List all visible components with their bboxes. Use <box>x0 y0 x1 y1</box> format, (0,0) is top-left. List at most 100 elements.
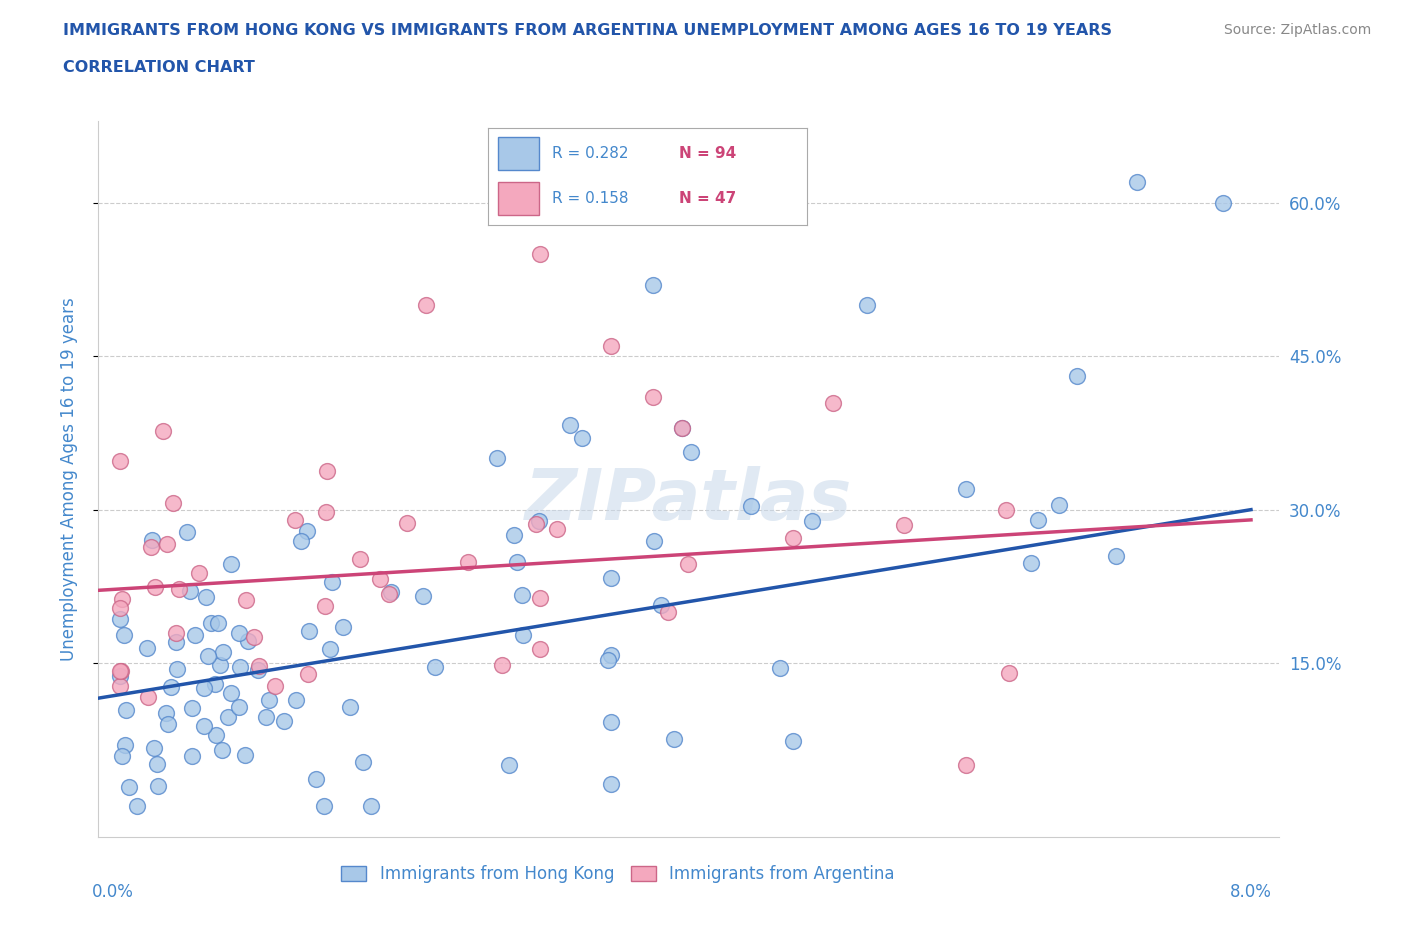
Point <box>599 648 621 663</box>
Legend: Immigrants from Hong Kong, Immigrants from Argentina: Immigrants from Hong Kong, Immigrants fr… <box>335 858 901 889</box>
Point <box>512 628 534 643</box>
Point <box>108 454 131 469</box>
Point <box>135 641 157 656</box>
Point <box>529 591 551 605</box>
Point <box>1126 175 1149 190</box>
Point <box>321 575 343 590</box>
Point <box>159 680 181 695</box>
Point <box>368 571 391 586</box>
Point <box>349 551 371 566</box>
Point <box>643 534 665 549</box>
Point <box>1026 512 1049 527</box>
Point <box>994 503 1017 518</box>
Point <box>246 663 269 678</box>
Point <box>195 590 218 604</box>
Point <box>148 778 170 793</box>
Point <box>142 740 165 755</box>
Text: 8.0%: 8.0% <box>1230 884 1272 901</box>
Point <box>183 627 205 642</box>
Point <box>664 732 686 747</box>
Point <box>200 616 222 631</box>
Text: 0.0%: 0.0% <box>91 884 134 901</box>
Point <box>156 537 179 551</box>
Point <box>491 658 513 672</box>
Point <box>228 699 250 714</box>
Point <box>143 579 166 594</box>
Point <box>187 565 209 580</box>
Point <box>498 757 520 772</box>
Point <box>176 525 198 539</box>
Point <box>284 693 307 708</box>
Point <box>193 719 215 734</box>
Point <box>558 418 581 432</box>
Point <box>955 482 977 497</box>
Point <box>315 464 337 479</box>
Point <box>111 591 134 606</box>
Point <box>671 420 693 435</box>
Point <box>485 451 508 466</box>
Point <box>769 660 792 675</box>
Point <box>155 706 177 721</box>
Point <box>112 628 135 643</box>
Point <box>378 587 401 602</box>
Point <box>318 642 340 657</box>
Point <box>510 588 533 603</box>
Point <box>527 514 550 529</box>
Point <box>146 756 169 771</box>
Point <box>297 667 319 682</box>
Point <box>1104 549 1126 564</box>
Point <box>204 728 226 743</box>
Point <box>193 680 215 695</box>
Point <box>503 528 526 543</box>
Point <box>254 710 277 724</box>
Point <box>141 533 163 548</box>
Point <box>211 742 233 757</box>
Point <box>197 648 219 663</box>
Point <box>238 633 260 648</box>
Point <box>181 700 204 715</box>
Point <box>529 641 551 656</box>
Point <box>298 624 321 639</box>
Text: IMMIGRANTS FROM HONG KONG VS IMMIGRANTS FROM ARGENTINA UNEMPLOYMENT AMONG AGES 1: IMMIGRANTS FROM HONG KONG VS IMMIGRANTS … <box>63 23 1112 38</box>
Point <box>108 678 131 693</box>
Point <box>671 420 693 435</box>
Point <box>1066 369 1088 384</box>
Point <box>571 431 593 445</box>
Point <box>207 616 229 631</box>
Point <box>110 664 132 679</box>
Point <box>235 592 257 607</box>
Point <box>263 678 285 693</box>
Point <box>108 669 131 684</box>
Point <box>141 539 163 554</box>
Point <box>204 676 226 691</box>
Point <box>179 584 201 599</box>
Point <box>955 758 977 773</box>
Point <box>740 498 762 513</box>
Point <box>678 556 700 571</box>
Point <box>217 710 239 724</box>
Point <box>679 445 702 459</box>
Point <box>821 396 844 411</box>
Point <box>233 747 256 762</box>
Point <box>599 571 621 586</box>
Point <box>1047 498 1070 512</box>
Point <box>332 619 354 634</box>
Point <box>643 390 665 405</box>
Point <box>529 246 551 261</box>
Point <box>152 423 174 438</box>
Point <box>599 339 621 353</box>
Point <box>314 598 336 613</box>
Point <box>1019 555 1042 570</box>
Point <box>114 737 136 752</box>
Point <box>295 524 318 538</box>
Point <box>118 779 141 794</box>
Point <box>247 658 270 673</box>
Point <box>893 517 915 532</box>
Point <box>782 733 804 748</box>
Point <box>305 771 328 786</box>
Point <box>228 625 250 640</box>
Point <box>782 531 804 546</box>
Point <box>423 659 446 674</box>
Point <box>396 515 419 530</box>
Point <box>259 693 281 708</box>
